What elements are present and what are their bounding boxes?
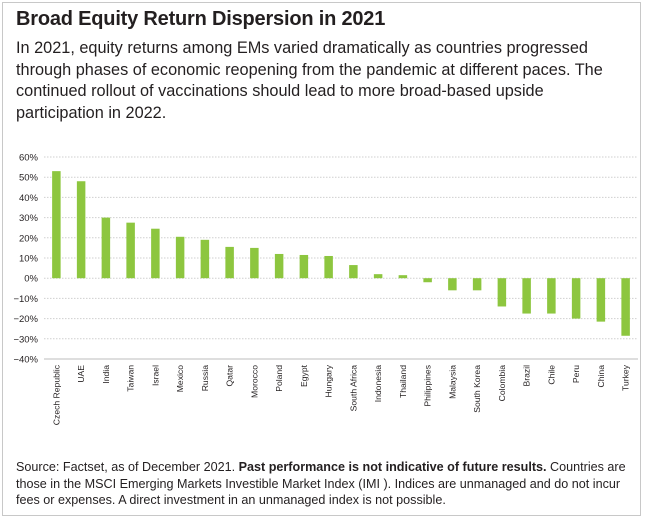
- bar: [225, 246, 234, 279]
- x-tick-label: Morocco: [249, 365, 259, 398]
- page-subtitle: In 2021, equity returns among EMs varied…: [16, 39, 603, 122]
- y-tick-label: 0%: [24, 274, 38, 285]
- y-tick-label: 50%: [19, 173, 39, 184]
- page-title: Broad Equity Return Dispersion in 2021: [16, 8, 386, 30]
- performance-disclaimer: Past performance is not indicative of fu…: [238, 460, 547, 474]
- x-tick-label: Taiwan: [126, 365, 136, 392]
- x-tick-label: South Korea: [472, 365, 482, 413]
- x-tick-label: Chile: [546, 365, 556, 385]
- bar: [151, 228, 160, 279]
- x-tick-label: Turkey: [621, 364, 631, 391]
- index-note: Countries are those in the MSCI Emerging…: [16, 460, 626, 507]
- bar: [76, 181, 86, 279]
- bar: [52, 171, 61, 279]
- bar: [423, 278, 432, 283]
- bar: [497, 278, 507, 307]
- x-tick-label: Colombia: [497, 365, 507, 402]
- x-tick-label: Israel: [150, 365, 160, 386]
- x-tick-label: Brazil: [522, 365, 532, 387]
- x-tick-label: UAE: [76, 365, 86, 383]
- bar: [101, 217, 111, 279]
- x-tick-label: India: [101, 365, 111, 384]
- bar: [274, 253, 284, 279]
- bar: [126, 222, 135, 279]
- chart-frame: [2, 2, 641, 516]
- x-tick-label: Philippines: [423, 365, 433, 407]
- x-tick-label: Qatar: [225, 365, 235, 387]
- x-tick-label: Czech Republic: [51, 364, 61, 425]
- bar: [571, 278, 581, 319]
- bar: [349, 265, 358, 279]
- y-tick-label: 10%: [19, 254, 39, 265]
- bar: [175, 236, 185, 279]
- x-tick-label: Russia: [200, 365, 210, 391]
- y-tick-label: 30%: [19, 213, 39, 224]
- y-tick-label: −20%: [13, 314, 38, 325]
- bar: [200, 239, 210, 279]
- bar-chart: 60% 50% 40% 30% 20% 10% 0% −10% −20% −30% −40% Czec…: [0, 145, 645, 455]
- bar: [373, 274, 383, 279]
- bar: [448, 278, 457, 291]
- bar: [621, 278, 630, 336]
- x-tick-label: Thailand: [398, 365, 408, 398]
- bar: [547, 278, 556, 314]
- x-tick-label: Mexico: [175, 365, 185, 392]
- y-tick-label: 40%: [19, 193, 39, 204]
- x-tick-label: China: [596, 365, 606, 388]
- x-tick-label: South Africa: [348, 365, 358, 412]
- y-tick-label: 60%: [19, 153, 39, 164]
- source-text: Source: Factset, as of December 2021.: [16, 460, 236, 474]
- bar: [522, 278, 531, 314]
- x-tick-label: Poland: [274, 365, 284, 392]
- x-tick-label: Hungary: [324, 364, 334, 397]
- bar: [472, 278, 482, 291]
- x-tick-label: Egypt: [299, 364, 309, 387]
- bar: [324, 255, 333, 279]
- y-tick-label: 20%: [19, 233, 39, 244]
- x-tick-label: Indonesia: [373, 365, 383, 402]
- bar: [250, 247, 259, 279]
- x-tick-label: Peru: [571, 365, 581, 383]
- bar-chart-svg: 60% 50% 40% 30% 20% 10% 0% −10% −20% −30% −40% Czec…: [13, 153, 638, 425]
- bar: [398, 275, 408, 279]
- y-tick-label: −30%: [13, 334, 38, 345]
- footnote: Source: Factset, as of December 2021. Pa…: [16, 459, 631, 509]
- x-tick-label: Malaysia: [447, 365, 457, 399]
- y-tick-label: −10%: [13, 294, 38, 305]
- bar: [299, 254, 309, 279]
- y-tick-label: −40%: [13, 355, 38, 366]
- bar: [596, 278, 606, 322]
